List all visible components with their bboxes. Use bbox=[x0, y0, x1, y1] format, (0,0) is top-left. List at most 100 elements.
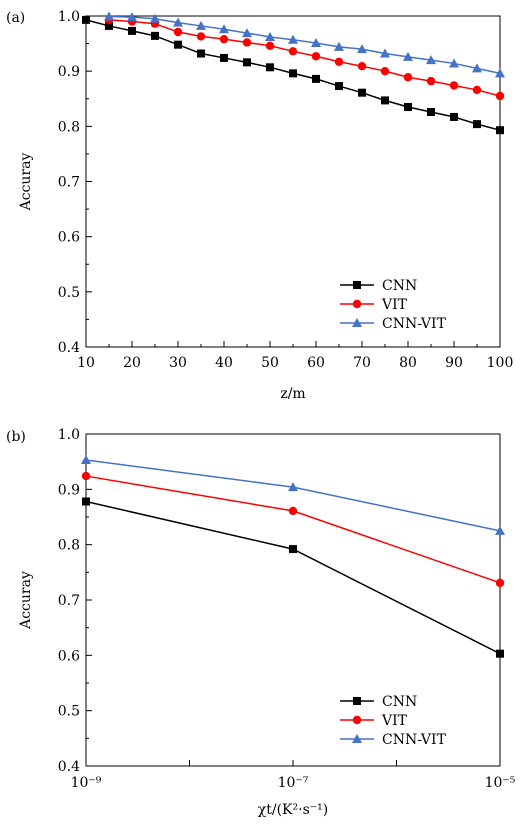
legend-marker bbox=[353, 281, 361, 289]
data-point bbox=[495, 578, 505, 588]
data-point bbox=[128, 26, 136, 35]
x-tick-label: 10⁻⁹ bbox=[71, 775, 102, 791]
legend-label: VIT bbox=[381, 713, 408, 729]
data-point bbox=[357, 62, 367, 71]
series-cnn bbox=[82, 497, 504, 658]
x-axis-label: z/m bbox=[280, 386, 305, 402]
x-tick-label: 90 bbox=[445, 355, 463, 371]
legend: CNN VIT CNN-VIT bbox=[340, 694, 447, 748]
data-point bbox=[242, 28, 252, 38]
data-point bbox=[105, 21, 113, 30]
y-tick-label: 1.0 bbox=[58, 9, 80, 25]
x-tick-label: 70 bbox=[353, 355, 371, 371]
y-tick-label: 1.0 bbox=[58, 427, 80, 443]
plot-frame bbox=[85, 15, 501, 348]
x-axis-label: χt/(K²·s⁻¹) bbox=[258, 802, 328, 818]
x-tick-label: 10 bbox=[77, 355, 95, 371]
data-point bbox=[381, 96, 389, 105]
data-point bbox=[196, 20, 206, 30]
data-point bbox=[495, 91, 505, 101]
data-point bbox=[357, 44, 367, 54]
data-point bbox=[81, 455, 91, 465]
y-tick-label: 0.8 bbox=[58, 119, 80, 135]
data-point bbox=[151, 31, 159, 40]
data-point bbox=[127, 12, 137, 22]
series-cnn-vit bbox=[104, 11, 505, 78]
series-vit bbox=[81, 471, 505, 588]
legend-marker bbox=[352, 299, 362, 309]
data-point bbox=[380, 48, 390, 58]
data-point bbox=[427, 107, 435, 116]
series-line bbox=[85, 475, 501, 584]
series-line bbox=[108, 19, 501, 97]
legend-marker bbox=[352, 318, 362, 327]
y-tick-label: 0.9 bbox=[58, 64, 80, 80]
y-tick-label: 0.7 bbox=[58, 175, 80, 191]
y-tick-label: 0.4 bbox=[58, 759, 80, 775]
x-tick-label: 100 bbox=[487, 355, 514, 371]
legend-marker bbox=[352, 715, 362, 725]
x-tick-label: 60 bbox=[307, 355, 325, 371]
legend-label: CNN-VIT bbox=[382, 316, 447, 332]
x-tick-label: 50 bbox=[261, 355, 279, 371]
data-point bbox=[358, 88, 366, 97]
data-point bbox=[289, 545, 297, 554]
data-point bbox=[495, 68, 505, 78]
y-tick-label: 0.5 bbox=[58, 704, 80, 720]
data-point bbox=[243, 58, 251, 67]
data-point bbox=[403, 73, 413, 82]
data-point bbox=[266, 63, 274, 72]
data-point bbox=[311, 52, 321, 61]
data-point bbox=[104, 11, 114, 21]
data-point bbox=[82, 15, 90, 24]
data-point bbox=[311, 38, 321, 48]
data-point bbox=[173, 17, 183, 27]
data-point bbox=[219, 34, 229, 44]
data-point bbox=[288, 482, 298, 492]
legend-label: CNN bbox=[382, 694, 417, 710]
data-point bbox=[150, 13, 160, 23]
chart-panel-1: (a) 0.4 0.5 0.6 0.7 0.8 0.9 1.0 10 20 30 40 50 60 70 80… bbox=[6, 9, 513, 402]
legend-marker bbox=[352, 734, 362, 743]
series-vit bbox=[104, 15, 505, 101]
y-tick-label: 0.9 bbox=[58, 482, 80, 498]
x-tick-label: 30 bbox=[169, 355, 187, 371]
data-point bbox=[334, 57, 344, 66]
chart-panel-2: (b) 0.4 0.5 0.6 0.7 0.8 0.9 1.0 10⁻⁹ 10⁻⁷ 10⁻⁵ χt/(… bbox=[6, 427, 516, 818]
data-point bbox=[289, 69, 297, 78]
y-tick-label: 0.7 bbox=[58, 593, 80, 609]
legend-label: CNN-VIT bbox=[382, 732, 447, 748]
data-point bbox=[380, 66, 390, 76]
data-point bbox=[334, 41, 344, 51]
data-point bbox=[196, 32, 206, 41]
data-point bbox=[197, 49, 205, 58]
y-tick-label: 0.8 bbox=[58, 538, 80, 554]
data-point bbox=[335, 82, 343, 91]
data-point bbox=[450, 112, 458, 121]
data-point bbox=[449, 58, 459, 68]
x-tick-label: 80 bbox=[399, 355, 417, 371]
data-point bbox=[173, 27, 183, 37]
legend-label: CNN bbox=[382, 278, 417, 294]
series-cnn bbox=[82, 15, 504, 135]
panel-label: (b) bbox=[6, 429, 26, 445]
data-point bbox=[495, 525, 505, 535]
data-point bbox=[265, 41, 275, 50]
data-point bbox=[242, 38, 252, 47]
data-point bbox=[312, 74, 320, 83]
series-line bbox=[85, 459, 501, 532]
data-point bbox=[472, 85, 482, 95]
data-point bbox=[403, 51, 413, 61]
y-axis-label: Accuray bbox=[18, 153, 34, 212]
data-point bbox=[288, 506, 298, 516]
y-tick-label: 0.4 bbox=[58, 340, 80, 356]
legend-marker bbox=[353, 697, 361, 705]
y-tick-label: 0.5 bbox=[58, 285, 80, 301]
data-point bbox=[219, 24, 229, 34]
series-cnn-vit bbox=[81, 455, 505, 535]
y-tick-label: 0.6 bbox=[58, 230, 80, 246]
data-point bbox=[496, 649, 504, 658]
x-tick-label: 10⁻⁵ bbox=[485, 775, 516, 791]
panel-label: (a) bbox=[6, 10, 25, 26]
